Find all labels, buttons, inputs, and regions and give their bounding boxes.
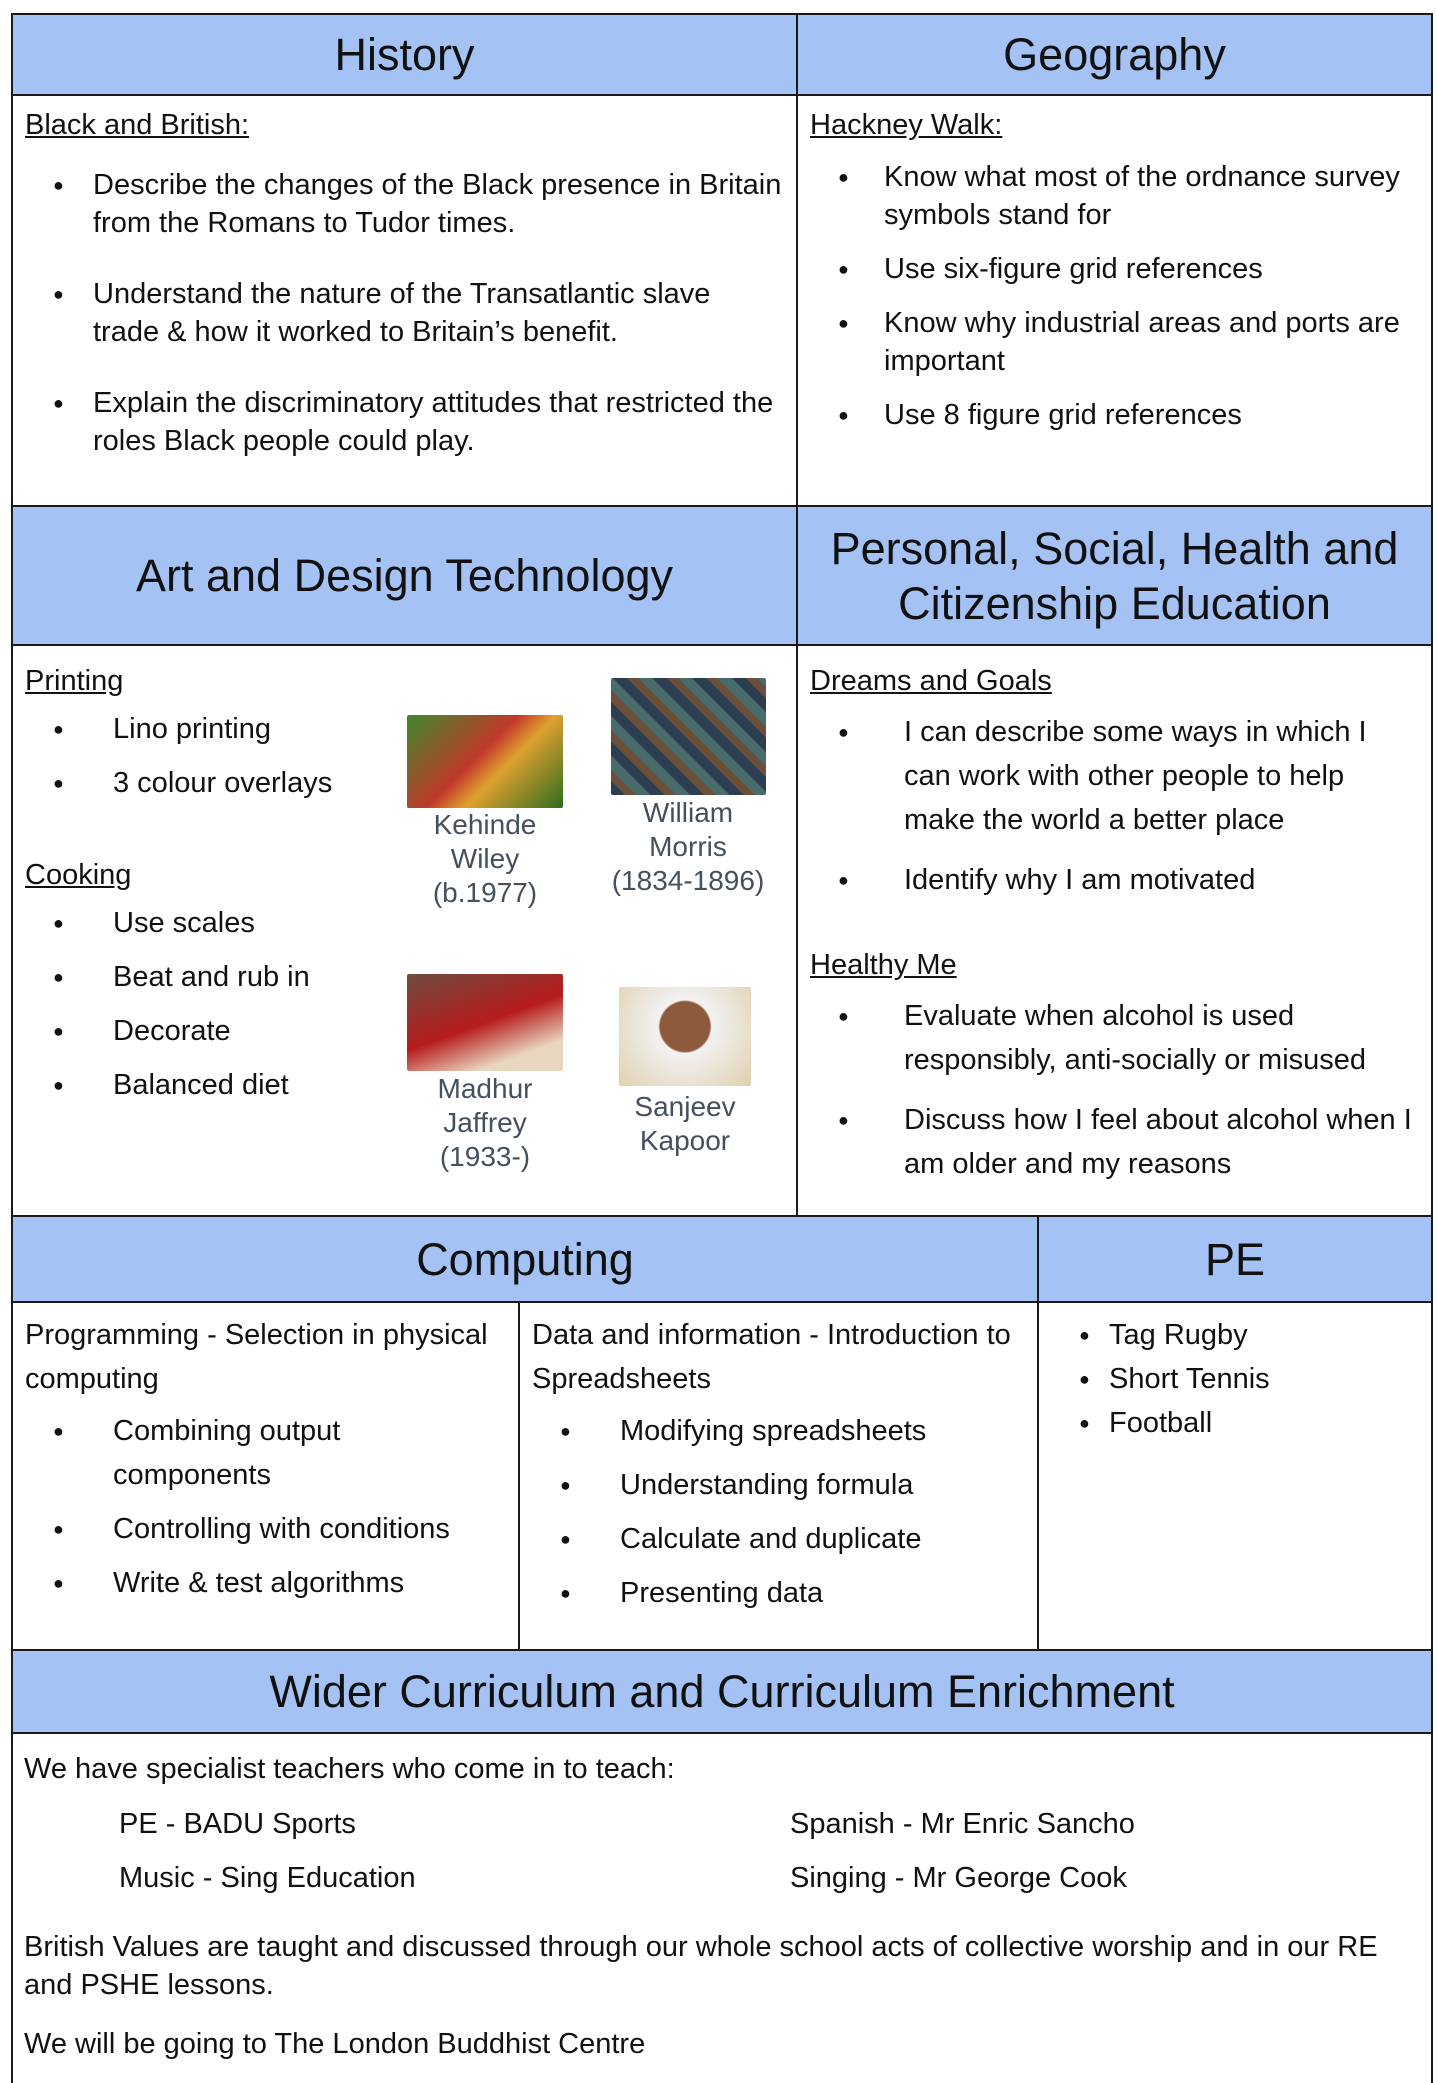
computing-header: Computing (11, 1215, 1039, 1303)
caption-line: Sanjeev (634, 1091, 736, 1122)
teacher: Spanish - Mr Enric Sancho (790, 1808, 1135, 1840)
list-item: Write & test algorithms (25, 1561, 506, 1605)
list-item: I can describe some ways in which I can … (810, 710, 1419, 842)
computing-column: Programming - Selection in physical comp… (11, 1301, 520, 1651)
list-item: Understand the nature of the Transatlant… (25, 275, 784, 351)
list-item: Football (1051, 1401, 1419, 1445)
subheading: Data and information - Introduction to S… (532, 1319, 1011, 1395)
subheading: Healthy Me (810, 949, 957, 981)
list-item: Discuss how I feel about alcohol when I … (810, 1098, 1419, 1186)
list-item: Short Tennis (1051, 1357, 1419, 1401)
photo (407, 974, 563, 1071)
list: Use scales Beat and rub in Decorate Bala… (25, 904, 784, 1104)
caption: Kehinde Wiley (b.1977) (385, 808, 585, 910)
list-item: Combining output components (25, 1409, 506, 1497)
photo (619, 987, 751, 1086)
wider-header: Wider Curriculum and Curriculum Enrichme… (11, 1649, 1433, 1734)
art-header: Art and Design Technology (11, 505, 798, 646)
pe-body: Tag Rugby Short Tennis Football (1037, 1301, 1433, 1651)
section-title: Art and Design Technology (135, 550, 673, 601)
list-item: Presenting data (532, 1571, 1025, 1615)
list: I can describe some ways in which I can … (810, 710, 1419, 902)
caption-line: (1834-1896) (611, 865, 765, 896)
subheading: Programming - Selection in physical comp… (25, 1319, 488, 1395)
caption-line: William (642, 797, 734, 828)
paragraph: British Values are taught and discussed … (24, 1931, 1378, 2001)
list-item: Modifying spreadsheets (532, 1409, 1025, 1453)
caption: Madhur Jaffrey (1933-) (385, 1072, 585, 1174)
wider-body (11, 1732, 1433, 2083)
list-item: Controlling with conditions (25, 1507, 506, 1551)
list-item: 3 colour overlays (25, 764, 784, 802)
list-item: Describe the changes of the Black presen… (25, 166, 784, 242)
art-body: Printing Lino printing 3 colour overlays… (11, 644, 798, 1217)
list-item: Decorate (25, 1012, 784, 1050)
caption-line: Madhur (437, 1073, 533, 1104)
subheading: Dreams and Goals (810, 665, 1052, 697)
list: Tag Rugby Short Tennis Football (1051, 1313, 1419, 1445)
intro: We have specialist teachers who come in … (24, 1753, 675, 1785)
list-item: Use 8 figure grid references (810, 396, 1419, 434)
list-item: Tag Rugby (1051, 1313, 1419, 1357)
list-item: Know why industrial areas and ports are … (810, 304, 1419, 380)
history-header: History (11, 13, 798, 96)
subheading: Printing (25, 665, 124, 697)
caption-line: Kehinde (433, 809, 537, 840)
caption-line: (b.1977) (432, 877, 538, 908)
photo (611, 678, 766, 795)
caption-line: Wiley (450, 843, 520, 874)
list-item: Balanced diet (25, 1066, 784, 1104)
computing-column: Data and information - Introduction to S… (518, 1301, 1039, 1651)
subtitle: Hackney Walk: (810, 109, 1003, 141)
pshe-header: Personal, Social, Health and Citizenship… (796, 505, 1433, 646)
list-item: Identify why I am motivated (810, 858, 1419, 902)
list: Know what most of the ordnance survey sy… (810, 158, 1419, 434)
pe-header: PE (1037, 1215, 1433, 1303)
subtitle: Black and British: (25, 109, 250, 141)
caption: William Morris (1834-1896) (588, 796, 788, 898)
section-title: History (334, 29, 475, 80)
section-title: Personal, Social, Health and Citizenship… (830, 522, 1399, 629)
caption: Sanjeev Kapoor (585, 1090, 785, 1158)
caption-line: Morris (649, 831, 727, 862)
geography-body: Hackney Walk: Know what most of the ordn… (796, 94, 1433, 507)
list-item: Evaluate when alcohol is used responsibl… (810, 994, 1419, 1082)
history-body: Black and British: Describe the changes … (11, 94, 798, 507)
list-item: Understanding formula (532, 1463, 1025, 1507)
caption-line: Jaffrey (443, 1107, 527, 1138)
list-item: Explain the discriminatory attitudes tha… (25, 384, 784, 460)
photo (407, 715, 563, 808)
subheading: Cooking (25, 859, 132, 891)
paragraph: We will be going to The London Buddhist … (24, 2028, 646, 2060)
list: Describe the changes of the Black presen… (25, 166, 784, 460)
list: Modifying spreadsheets Understanding for… (532, 1409, 1025, 1615)
section-title: PE (1204, 1233, 1266, 1285)
list-item: Use six-figure grid references (810, 250, 1419, 288)
caption-line: (1933-) (439, 1141, 531, 1172)
list-item: Lino printing (25, 710, 784, 748)
section-title: Geography (1003, 29, 1226, 80)
section-title: Wider Curriculum and Curriculum Enrichme… (269, 1666, 1175, 1717)
geography-header: Geography (796, 13, 1433, 96)
caption-line: Kapoor (639, 1125, 731, 1156)
teacher: Singing - Mr George Cook (790, 1862, 1127, 1894)
list: Combining output components Controlling … (25, 1409, 506, 1605)
teacher: PE - BADU Sports (119, 1808, 356, 1840)
list: Evaluate when alcohol is used responsibl… (810, 994, 1419, 1186)
list-item: Calculate and duplicate (532, 1517, 1025, 1561)
section-title: Computing (416, 1233, 634, 1285)
pshe-body: Dreams and Goals I can describe some way… (796, 644, 1433, 1217)
list-item: Use scales (25, 904, 784, 942)
list-item: Know what most of the ordnance survey sy… (810, 158, 1419, 234)
list-item: Beat and rub in (25, 958, 784, 996)
list: Lino printing 3 colour overlays (25, 710, 784, 802)
teacher: Music - Sing Education (119, 1862, 416, 1894)
